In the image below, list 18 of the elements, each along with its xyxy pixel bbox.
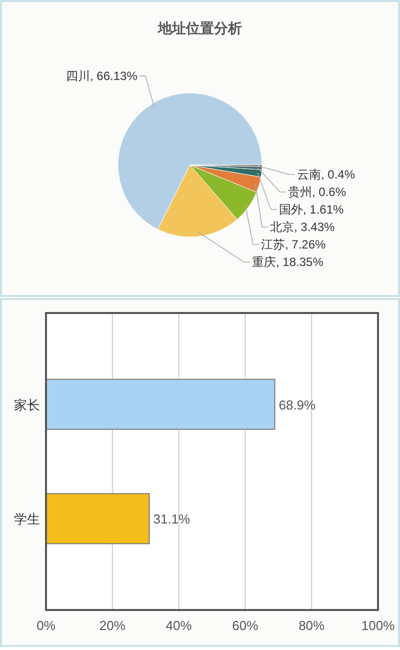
data-label: 31.1%: [153, 512, 191, 527]
slice-label: 江苏, 7.26%: [261, 238, 326, 252]
x-tick-label: 100%: [361, 618, 396, 633]
slice-label: 重庆, 18.35%: [252, 255, 324, 269]
x-tick-label: 80%: [298, 618, 326, 633]
x-tick-label: 40%: [166, 618, 192, 633]
slice-label: 国外, 1.61%: [279, 202, 344, 216]
data-label: 68.9%: [278, 397, 316, 412]
chart-title: 地址位置分析: [157, 20, 242, 36]
x-tick-label: 20%: [99, 618, 126, 633]
y-tick-label: 学生: [14, 512, 40, 527]
slice-label: 北京, 3.43%: [270, 220, 336, 234]
slice-label: 四川, 66.13%: [66, 68, 138, 83]
x-tick-label: 60%: [232, 618, 259, 633]
y-tick-label: 家长: [14, 397, 40, 412]
slice-label: 贵州, 0.6%: [288, 185, 346, 199]
slice-label: 云南, 0.4%: [297, 168, 356, 182]
x-tick-label: 0%: [36, 618, 56, 633]
